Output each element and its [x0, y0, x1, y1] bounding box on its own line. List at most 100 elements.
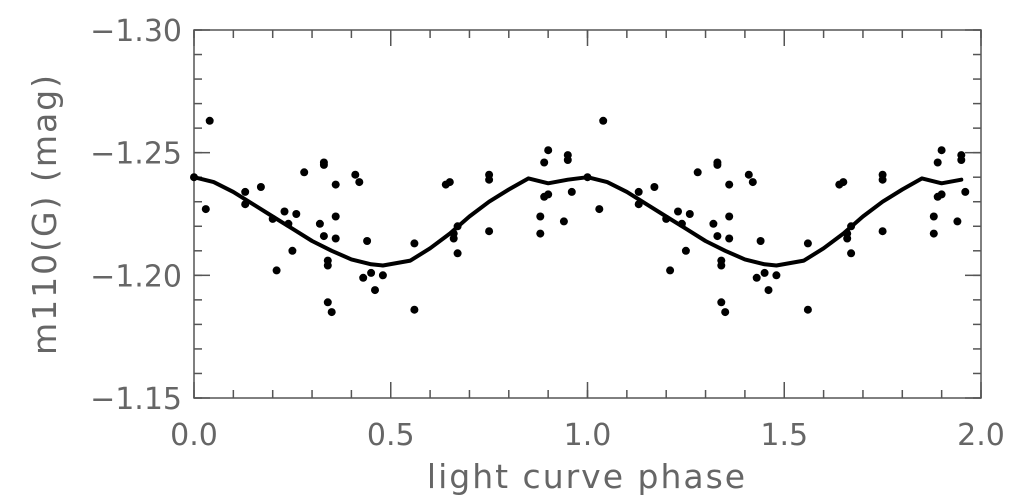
- y-tick-label: −1.30: [90, 14, 182, 49]
- data-points: [190, 116, 970, 317]
- data-point: [666, 266, 675, 275]
- x-tick-label: 0.0: [170, 418, 218, 453]
- data-point: [803, 239, 812, 248]
- data-point: [957, 156, 966, 164]
- data-point: [595, 205, 604, 214]
- data-point: [544, 190, 553, 199]
- data-point: [674, 207, 682, 216]
- data-point: [256, 183, 265, 191]
- y-tick-label: −1.15: [90, 382, 182, 417]
- data-point: [190, 173, 198, 182]
- fit-curve-line: [192, 175, 964, 268]
- data-point: [929, 229, 938, 238]
- data-point: [536, 229, 545, 238]
- data-point: [677, 219, 686, 228]
- x-tick-label: 1.0: [564, 418, 612, 453]
- data-point: [540, 158, 549, 167]
- data-point: [748, 178, 757, 187]
- y-tick-label: −1.20: [90, 259, 182, 294]
- data-point: [725, 212, 734, 221]
- data-point: [685, 210, 694, 218]
- data-point: [961, 187, 970, 196]
- data-point: [319, 232, 328, 241]
- data-point: [713, 158, 722, 167]
- data-point: [764, 286, 773, 295]
- data-point: [331, 180, 340, 189]
- data-point: [717, 298, 726, 307]
- data-point: [449, 229, 458, 238]
- data-point: [563, 156, 572, 164]
- data-point: [485, 175, 494, 184]
- data-point: [717, 261, 726, 270]
- axis-ticks: [193, 29, 982, 399]
- data-point: [567, 187, 576, 196]
- data-point: [933, 158, 942, 167]
- data-point: [847, 222, 856, 231]
- data-point: [485, 227, 494, 236]
- data-point: [839, 178, 848, 187]
- data-point: [803, 305, 812, 314]
- data-point: [359, 273, 368, 282]
- data-point: [662, 214, 671, 223]
- data-point: [756, 237, 765, 245]
- data-point: [878, 227, 887, 236]
- data-point: [536, 212, 545, 221]
- data-point: [937, 190, 946, 199]
- data-point: [772, 271, 781, 280]
- data-point: [367, 268, 376, 277]
- fit-curve: [192, 175, 964, 268]
- y-axis-title: m110(G) (mag): [25, 73, 64, 355]
- data-point: [693, 168, 702, 177]
- data-point: [351, 170, 360, 179]
- data-point: [725, 180, 734, 189]
- data-point: [843, 229, 852, 238]
- data-point: [201, 205, 210, 214]
- data-point: [725, 234, 734, 243]
- data-point: [760, 268, 769, 277]
- data-point: [953, 217, 962, 226]
- data-point: [847, 249, 856, 258]
- data-point: [371, 286, 379, 295]
- data-point: [752, 273, 761, 282]
- x-tick-label: 0.5: [367, 418, 415, 453]
- data-point: [280, 207, 289, 216]
- data-point: [599, 116, 608, 125]
- data-point: [583, 173, 592, 182]
- data-point: [634, 187, 643, 196]
- data-point: [634, 200, 643, 209]
- x-tick-label: 2.0: [957, 418, 1005, 453]
- x-axis-title: light curve phase: [427, 457, 747, 496]
- data-point: [355, 178, 364, 187]
- data-point: [268, 214, 277, 223]
- data-point: [445, 178, 454, 187]
- data-point: [559, 217, 568, 226]
- data-point: [319, 158, 328, 167]
- data-point: [288, 246, 297, 255]
- data-point: [453, 222, 462, 231]
- axis-tick-labels: 0.0 0.5 1.0 1.5 2.0 −1.30 −1.25 −1.20 −1.15: [90, 14, 1005, 453]
- data-point: [327, 308, 336, 317]
- data-point: [744, 170, 753, 179]
- data-point: [453, 249, 462, 258]
- y-tick-label: −1.25: [90, 137, 182, 172]
- data-point: [272, 266, 281, 275]
- data-point: [323, 261, 332, 270]
- data-point: [681, 246, 690, 255]
- data-point: [410, 305, 419, 314]
- data-point: [929, 212, 938, 221]
- data-point: [713, 232, 722, 241]
- data-point: [323, 298, 332, 307]
- data-point: [331, 212, 340, 221]
- data-point: [410, 239, 419, 248]
- data-point: [878, 175, 887, 184]
- x-tick-label: 1.5: [760, 418, 808, 453]
- data-point: [721, 308, 730, 317]
- data-point: [378, 271, 387, 280]
- data-point: [937, 146, 946, 155]
- data-point: [241, 187, 250, 196]
- data-point: [315, 219, 324, 228]
- data-point: [241, 200, 250, 209]
- data-point: [544, 146, 553, 155]
- data-point: [709, 219, 718, 228]
